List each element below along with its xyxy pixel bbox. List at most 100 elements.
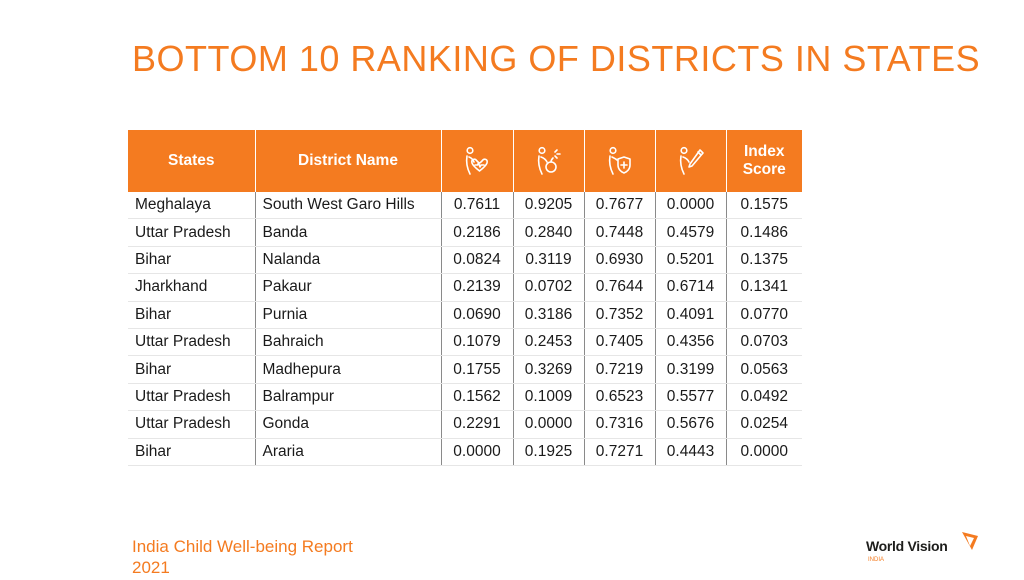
value-cell: 0.1079 [441,328,514,357]
value-cell: 0.7644 [584,273,656,302]
district-cell: Purnia [255,301,442,329]
table-row: Uttar Pradesh Banda 0.2186 0.2840 0.7448… [128,218,802,247]
logo-name: World Vision [866,538,948,554]
value-cell: 0.5577 [655,383,727,412]
value-cell: 0.9205 [513,192,585,220]
value-cell: 0.7611 [441,192,514,220]
index-score-cell: 0.1341 [726,273,802,302]
district-cell: Bahraich [255,328,442,357]
value-cell: 0.2186 [441,218,514,247]
value-cell: 0.3269 [513,355,585,384]
value-cell: 0.1755 [441,355,514,384]
index-score-cell: 0.1486 [726,218,802,247]
state-cell: Uttar Pradesh [128,328,256,357]
logo-star-icon [960,530,980,559]
value-cell: 0.7405 [584,328,656,357]
value-cell: 0.4579 [655,218,727,247]
value-cell: 0.3199 [655,355,727,384]
value-cell: 0.6714 [655,273,727,302]
report-year: 2021 [132,558,170,577]
value-cell: 0.3119 [513,246,585,275]
column-header-district: District Name [254,130,442,192]
district-cell: Banda [255,218,442,247]
world-vision-logo: World Vision INDIA [866,530,982,570]
state-cell: Bihar [128,301,256,329]
table-row: Bihar Araria 0.0000 0.1925 0.7271 0.4443… [128,438,802,466]
state-cell: Uttar Pradesh [128,410,256,439]
value-cell: 0.7352 [584,301,656,329]
value-cell: 0.6930 [584,246,656,275]
value-cell: 0.0000 [655,192,727,220]
district-cell: Gonda [255,410,442,439]
value-cell: 0.0824 [441,246,514,275]
health-heart-icon [442,146,513,176]
table-row: Uttar Pradesh Bahraich 0.1079 0.2453 0.7… [128,328,802,357]
column-header-states: States [128,130,256,192]
value-cell: 0.0702 [513,273,585,302]
value-cell: 0.2453 [513,328,585,357]
table-row: Bihar Nalanda 0.0824 0.3119 0.6930 0.520… [128,246,802,275]
value-cell: 0.1009 [513,383,585,412]
column-header-education [654,130,727,192]
value-cell: 0.2291 [441,410,514,439]
value-cell: 0.1925 [513,438,585,466]
column-header-index-score: Index Score [725,130,802,192]
table-header-row: States District Name [128,130,802,192]
value-cell: 0.7219 [584,355,656,384]
index-score-line2: Score [742,161,786,178]
state-cell: Bihar [128,246,256,275]
value-cell: 0.2840 [513,218,585,247]
table-row: Uttar Pradesh Gonda 0.2291 0.0000 0.7316… [128,410,802,439]
value-cell: 0.1562 [441,383,514,412]
value-cell: 0.7448 [584,218,656,247]
state-cell: Uttar Pradesh [128,383,256,412]
value-cell: 0.4356 [655,328,727,357]
table-row: Bihar Purnia 0.0690 0.3186 0.7352 0.4091… [128,301,802,329]
value-cell: 0.4091 [655,301,727,329]
index-score-cell: 0.1375 [726,246,802,275]
value-cell: 0.5676 [655,410,727,439]
slide-title: BOTTOM 10 RANKING OF DISTRICTS IN STATES [132,38,981,79]
index-score-cell: 0.0563 [726,355,802,384]
value-cell: 0.0000 [513,410,585,439]
index-score-cell: 0.0254 [726,410,802,439]
value-cell: 0.7316 [584,410,656,439]
district-cell: South West Garo Hills [255,192,442,220]
index-score-cell: 0.1575 [726,192,802,220]
district-cell: Nalanda [255,246,442,275]
district-cell: Araria [255,438,442,466]
district-cell: Pakaur [255,273,442,302]
value-cell: 0.2139 [441,273,514,302]
value-cell: 0.4443 [655,438,727,466]
index-score-cell: 0.0000 [726,438,802,466]
value-cell: 0.6523 [584,383,656,412]
table-row: Meghalaya South West Garo Hills 0.7611 0… [128,192,802,220]
table-row: Uttar Pradesh Balrampur 0.1562 0.1009 0.… [128,383,802,412]
index-score-cell: 0.0703 [726,328,802,357]
state-cell: Bihar [128,355,256,384]
index-score-cell: 0.0492 [726,383,802,412]
column-header-nutrition [512,130,585,192]
index-score-line1: Index [744,143,785,160]
column-header-protection [583,130,656,192]
state-cell: Meghalaya [128,192,256,220]
education-pencil-icon [656,146,726,176]
value-cell: 0.5201 [655,246,727,275]
index-score-cell: 0.0770 [726,301,802,329]
district-cell: Balrampur [255,383,442,412]
value-cell: 0.3186 [513,301,585,329]
state-cell: Uttar Pradesh [128,218,256,247]
table-row: Bihar Madhepura 0.1755 0.3269 0.7219 0.3… [128,355,802,384]
nutrition-icon [514,146,584,176]
protection-shield-icon [585,146,655,176]
value-cell: 0.0690 [441,301,514,329]
value-cell: 0.7271 [584,438,656,466]
report-footer: India Child Well-being Report 2021 [132,536,353,578]
ranking-table: States District Name [128,130,802,466]
column-header-health [440,130,514,192]
district-cell: Madhepura [255,355,442,384]
value-cell: 0.0000 [441,438,514,466]
report-title: India Child Well-being Report [132,537,353,556]
logo-subtitle: INDIA [868,557,885,563]
state-cell: Jharkhand [128,273,256,302]
